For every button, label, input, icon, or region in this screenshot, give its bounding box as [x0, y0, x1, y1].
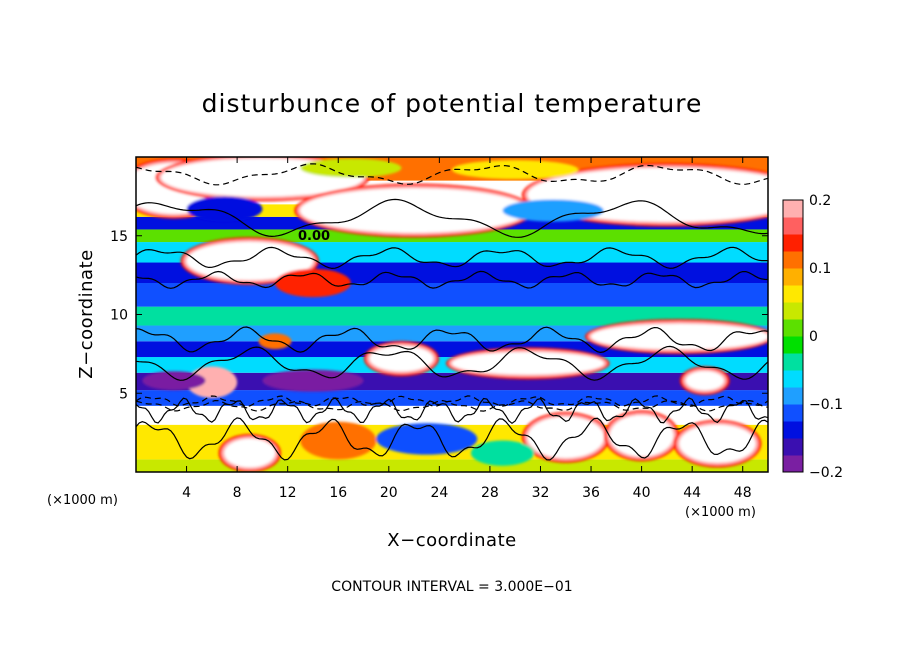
- heat-blob-8: [186, 242, 313, 280]
- colorbar-swatch-12: [783, 251, 803, 269]
- y-tick-label-15: 15: [110, 229, 128, 245]
- x-tick-label-8: 8: [233, 485, 242, 501]
- contour-line-9: [136, 417, 768, 461]
- x-axis-label: X−coordinate: [387, 530, 516, 551]
- y-axis-label: Z−coordinate: [76, 249, 97, 378]
- colorbar-swatch-8: [783, 319, 803, 337]
- colorbar-swatch-9: [783, 302, 803, 320]
- heat-blob-17: [376, 423, 478, 455]
- x-tick-label-44: 44: [683, 485, 701, 501]
- contour-line-4: [136, 326, 768, 354]
- heat-blob-21: [224, 438, 276, 468]
- contour-label: 0.00: [298, 229, 330, 244]
- heat-blob-6: [186, 196, 263, 222]
- heat-band-0: [136, 459, 768, 472]
- heat-blob-12: [452, 352, 604, 375]
- x-tick-label-28: 28: [481, 485, 499, 501]
- colorbar-tick-label-2: 0: [809, 329, 818, 345]
- heat-blob-22: [300, 421, 377, 460]
- contour-interval-note: CONTOUR INTERVAL = 3.000E−01: [331, 579, 572, 595]
- heat-blob-18: [527, 416, 604, 458]
- heat-blob-7: [502, 199, 604, 222]
- contour-line-5: [136, 345, 768, 381]
- colorbar-swatch-3: [783, 404, 803, 422]
- x-unit-label: (×1000 m): [47, 493, 118, 508]
- heat-blob-23: [685, 371, 724, 391]
- heat-blob-24: [470, 440, 535, 466]
- colorbar-swatch-7: [783, 336, 803, 354]
- heat-band-9: [136, 283, 768, 307]
- colorbar-frame: [782, 199, 804, 473]
- colorbar-scale: [783, 200, 803, 473]
- contour-line-6: [136, 395, 768, 408]
- heat-blob-15: [262, 369, 364, 392]
- heat-blob-14: [186, 366, 238, 398]
- heat-blob-5: [452, 160, 579, 180]
- colorbar-tick-label-4: −0.2: [809, 465, 843, 481]
- heat-blob-4: [300, 158, 402, 178]
- colorbar-swatch-4: [783, 387, 803, 405]
- contour-line-3: [136, 270, 768, 289]
- heat-blob-2: [300, 188, 528, 233]
- colorbar: 0.2 0.1 0 −0.1 −0.2: [782, 193, 843, 481]
- contour-line-1: [136, 163, 768, 186]
- colorbar-swatch-11: [783, 268, 803, 286]
- chart-title: disturbunce of potential temperature: [202, 89, 703, 118]
- y-tick-label-10: 10: [110, 308, 128, 324]
- heat-blob-19: [610, 415, 674, 457]
- y-unit-label: (×1000 m): [685, 505, 756, 520]
- colorbar-tick-label-3: −0.1: [809, 397, 843, 413]
- colorbar-swatch-5: [783, 370, 803, 388]
- heatmap-field: [136, 157, 768, 472]
- x-tick-label-32: 32: [532, 485, 550, 501]
- heat-blob-16: [142, 371, 206, 391]
- colorbar-swatch-10: [783, 285, 803, 303]
- contour-line-7: [136, 399, 768, 412]
- x-tick-label-36: 36: [582, 485, 600, 501]
- colorbar-swatch-6: [783, 353, 803, 371]
- x-tick-label-24: 24: [430, 485, 448, 501]
- x-tick-label-12: 12: [279, 485, 297, 501]
- x-axis-ticks: 4 8 12 16 20 24 28 32 36 40 44 48: [182, 157, 752, 501]
- heat-blob-11: [369, 346, 434, 372]
- heat-band-8: [136, 306, 768, 326]
- y-axis-ticks: 5 10 15: [110, 229, 768, 402]
- colorbar-swatch-1: [783, 438, 803, 456]
- colorbar-tick-label-1: 0.1: [809, 261, 831, 277]
- colorbar-swatch-0: [783, 455, 803, 473]
- x-tick-label-16: 16: [329, 485, 347, 501]
- colorbar-swatch-13: [783, 234, 803, 252]
- heat-blob-13: [591, 323, 768, 350]
- heat-blob-20: [679, 424, 756, 463]
- colorbar-tick-label-0: 0.2: [809, 193, 831, 209]
- colorbar-ticks: 0.2 0.1 0 −0.1 −0.2: [809, 193, 843, 481]
- x-tick-label-20: 20: [380, 485, 398, 501]
- contour-line-2: [136, 246, 768, 270]
- colorbar-swatch-15: [783, 200, 803, 218]
- contour-line-0: [136, 198, 768, 238]
- x-tick-label-40: 40: [633, 485, 651, 501]
- y-tick-label-5: 5: [119, 386, 128, 402]
- x-tick-label-4: 4: [182, 485, 191, 501]
- colorbar-swatch-2: [783, 421, 803, 439]
- contour-line-8: [136, 397, 768, 425]
- colorbar-swatch-14: [783, 217, 803, 235]
- x-tick-label-48: 48: [734, 485, 752, 501]
- contour-lines: [136, 163, 768, 461]
